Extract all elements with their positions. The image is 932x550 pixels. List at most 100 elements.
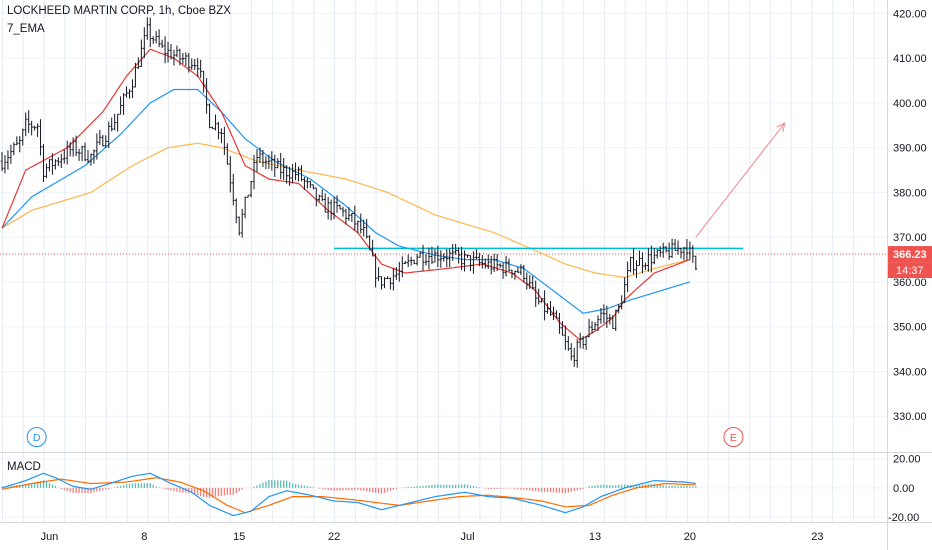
price-bar xyxy=(60,153,63,169)
price-bar xyxy=(439,250,443,268)
price-bar xyxy=(62,149,66,164)
macd-axis-tick: 0.00 xyxy=(893,483,914,495)
price-bar xyxy=(635,260,638,278)
price-bar xyxy=(30,120,33,136)
price-bar xyxy=(332,196,336,220)
time-axis-tick: 8 xyxy=(141,531,147,543)
price-axis-tick: 390.00 xyxy=(893,143,927,155)
price-bar xyxy=(199,59,202,78)
price-bar xyxy=(489,255,493,275)
macd-pane-title: MACD xyxy=(7,461,41,473)
price-bar xyxy=(267,154,271,169)
price-bar xyxy=(338,204,342,210)
price-bar xyxy=(572,347,576,367)
price-bar xyxy=(223,126,226,155)
price-bar xyxy=(48,159,51,172)
price-bar xyxy=(237,216,241,236)
price-bar xyxy=(679,247,683,259)
price-bar xyxy=(314,187,318,207)
price-bar xyxy=(329,199,333,221)
ema-fast-line xyxy=(1,48,691,341)
price-bar xyxy=(611,315,615,330)
price-axis-tick: 410.00 xyxy=(893,53,927,65)
price-bar xyxy=(661,242,665,258)
price-bar xyxy=(288,166,291,186)
price-bar xyxy=(0,152,4,172)
price-bar xyxy=(214,114,217,131)
price-bar xyxy=(205,78,208,114)
price-bars xyxy=(0,17,698,368)
price-bar xyxy=(475,249,478,260)
price-bar xyxy=(424,254,428,266)
price-bar xyxy=(137,57,140,69)
price-bar xyxy=(638,250,641,266)
price-bar xyxy=(528,275,532,289)
price-bar xyxy=(513,270,517,280)
price-bar xyxy=(504,255,508,277)
price-bar xyxy=(525,272,529,290)
price-bar xyxy=(386,276,389,280)
price-bar xyxy=(6,150,10,170)
price-bar xyxy=(667,242,671,260)
price-bar xyxy=(226,143,229,165)
price-bar xyxy=(134,62,137,88)
price-bar xyxy=(403,261,407,265)
price-bar xyxy=(306,177,309,189)
price-bar xyxy=(377,267,380,281)
price-bar xyxy=(555,310,558,319)
price-bar xyxy=(234,198,238,224)
price-bar xyxy=(57,157,60,167)
price-bar xyxy=(217,121,220,140)
price-bar xyxy=(51,153,54,175)
price-bar xyxy=(285,165,288,184)
price-bar xyxy=(549,300,552,317)
price-bar xyxy=(578,332,582,349)
price-bar xyxy=(584,336,588,351)
chart-title: LOCKHEED MARTIN CORP, 1h, Cboe BZX xyxy=(7,5,231,17)
price-bar xyxy=(472,251,475,274)
price-bar xyxy=(202,70,205,93)
price-bar xyxy=(374,253,377,288)
price-bar xyxy=(653,248,656,265)
price-bar xyxy=(623,277,626,304)
price-bar xyxy=(457,247,460,264)
price-bar xyxy=(371,239,374,257)
price-bar xyxy=(537,288,540,305)
price-bar xyxy=(128,89,131,99)
price-bar xyxy=(670,238,674,258)
price-bar xyxy=(131,79,134,99)
price-bar xyxy=(39,119,42,156)
time-axis-tick: 13 xyxy=(589,531,601,543)
price-bar xyxy=(15,136,19,146)
price-bar xyxy=(326,197,330,220)
price-bar xyxy=(119,96,122,115)
last-price-label: 366.23 xyxy=(893,249,927,261)
price-bar xyxy=(694,255,698,271)
price-bar xyxy=(312,184,315,190)
price-bar xyxy=(196,58,199,77)
price-bar xyxy=(629,256,632,273)
price-bar xyxy=(169,43,173,60)
price-bar xyxy=(481,255,484,269)
price-bar xyxy=(400,256,404,278)
indicator-label: 7_EMA xyxy=(7,23,45,35)
price-bar xyxy=(486,254,490,270)
price-bar xyxy=(395,267,398,280)
price-bar xyxy=(676,240,680,255)
price-axis-tick: 400.00 xyxy=(893,98,927,110)
event-marker-label: E xyxy=(730,432,737,444)
price-bar xyxy=(220,128,223,144)
price-bar xyxy=(341,206,345,217)
price-bar xyxy=(208,103,211,129)
price-bar xyxy=(658,246,662,257)
price-bar xyxy=(552,306,555,320)
price-bar xyxy=(564,325,567,350)
price-bar xyxy=(71,137,75,157)
price-bar xyxy=(359,213,363,234)
price-bar xyxy=(297,166,300,182)
price-bar xyxy=(430,246,434,265)
price-bar xyxy=(273,154,277,178)
price-bar xyxy=(190,58,194,71)
price-bar xyxy=(427,247,431,270)
